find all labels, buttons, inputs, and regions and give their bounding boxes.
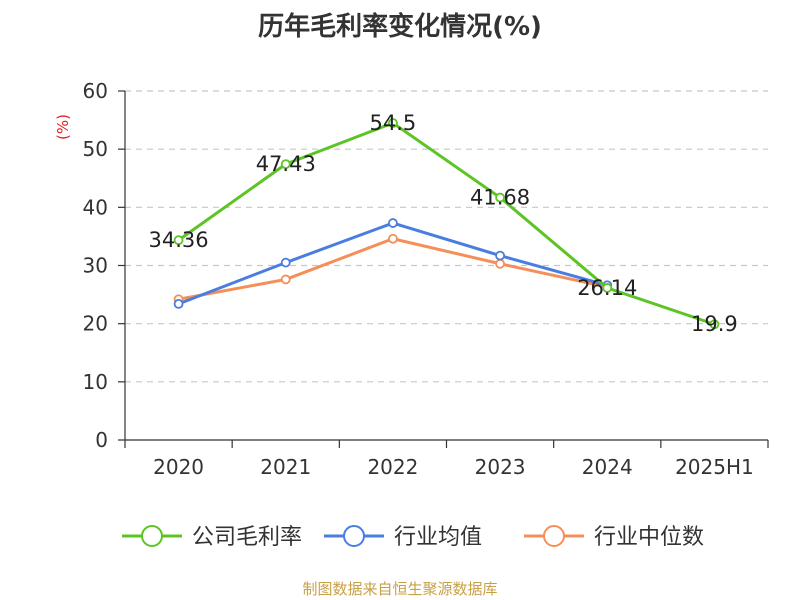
data-point [388,118,398,128]
legend-item-1: 行业均值 [324,525,482,550]
data-labels: 34.36 47.43 54.5 41.68 26.14 19.9 [149,111,738,336]
y-tick-label: 40 [83,195,108,219]
data-point [173,235,184,246]
x-tick-label: 2021 [260,455,311,479]
data-label: 54.5 [370,111,417,135]
y-tick-label: 30 [83,254,108,278]
y-axis-unit-label: (%) [54,114,72,140]
data-point [280,159,291,170]
legend-item-2: 行业中位数 [524,525,704,550]
series-1 [173,218,613,309]
y-tick-label: 10 [83,370,108,394]
legend-item-0: 公司毛利率 [122,525,302,550]
y-tick-label: 0 [95,428,108,452]
legend-marker [543,525,565,547]
x-tick-label: 2022 [367,455,418,479]
data-label: 47.43 [256,152,316,176]
legend-label: 行业中位数 [594,525,704,550]
data-point [280,274,291,285]
axes: 0 10 20 30 40 50 60 2020 2021 2022 2023 2024 2025H1 [83,79,769,479]
legend-marker [343,525,365,547]
chart-title: 历年毛利率变化情况(%) [258,12,542,42]
y-tick-label: 20 [83,312,108,336]
data-point [388,233,398,244]
legend: 公司毛利率 行业均值 行业中位数 [122,525,704,550]
data-point [495,192,505,203]
data-label: 34.36 [149,228,209,252]
data-point [495,250,505,261]
data-label: 41.68 [470,186,530,210]
series-0 [173,118,720,330]
data-label: 19.9 [691,312,738,336]
x-tick-label: 2025H1 [675,455,754,479]
data-point [280,257,291,268]
data-label: 26.14 [577,276,637,300]
legend-label: 公司毛利率 [192,525,302,550]
legend-marker [141,525,163,547]
data-point [495,258,505,269]
y-tick-label: 50 [83,137,108,161]
x-tick-label: 2020 [153,455,204,479]
grid-lines [125,90,768,383]
data-source-note: 制图数据来自恒生聚源数据库 [302,580,498,598]
series-2 [173,233,613,305]
y-tick-label: 60 [83,79,108,103]
x-tick-label: 2024 [582,455,633,479]
x-tick-label: 2023 [475,455,526,479]
data-point [388,218,398,228]
legend-label: 行业均值 [394,525,482,550]
data-point [173,298,184,309]
series-line [177,121,715,326]
data-point [709,319,720,330]
data-point [602,283,613,293]
series-lines [173,118,720,330]
